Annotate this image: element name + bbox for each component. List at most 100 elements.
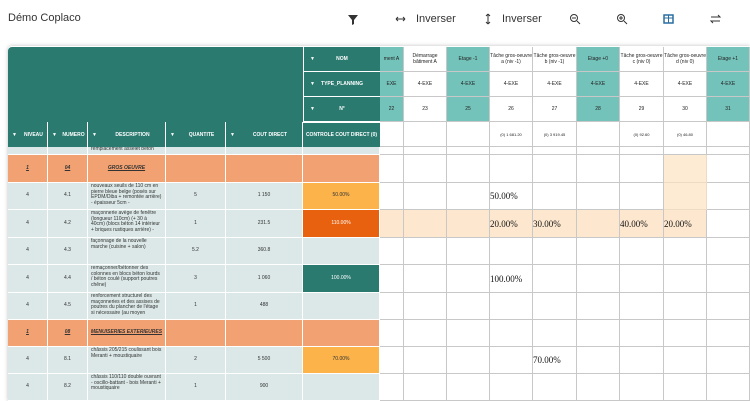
section-cell [166, 155, 226, 183]
item-cell: 8.1 [48, 347, 88, 374]
item-cell: remplacement asselet béton [88, 147, 166, 155]
section-cell [226, 320, 303, 347]
plan-cell [533, 238, 577, 265]
column-header: ▼ NUMERO [48, 122, 88, 147]
item-cell: 360.8 [226, 238, 303, 265]
item-cell: 4.3 [48, 238, 88, 265]
plan-type: 4-EXE [533, 72, 577, 97]
plan-cell [664, 347, 707, 374]
toolbar-button[interactable]: Inverser [502, 13, 542, 25]
zoom-in[interactable] [619, 16, 628, 25]
swap-h-icon[interactable] [395, 16, 406, 22]
plan-cell: 20.00% [664, 210, 707, 238]
plan-cell [380, 374, 404, 401]
column-label: NUMERO [62, 131, 85, 138]
plan-total [447, 122, 490, 147]
filter-icon[interactable] [348, 15, 358, 25]
plan-cell: 40.00% [620, 210, 664, 238]
swap-icon[interactable] [709, 14, 722, 24]
plan-cell: 30.00% [533, 210, 577, 238]
plan-name: Démarrage bâtiment A [404, 47, 447, 72]
item-cell: 4.4 [48, 265, 88, 293]
column-header: CONTROLE COUT DIRECT (0) [303, 122, 380, 147]
plan-number: 23 [404, 97, 447, 122]
plan-cell [707, 210, 750, 238]
item-cell: 900 [226, 374, 303, 401]
plan-cell [577, 210, 620, 238]
row-header-label: TYPE_PLANNING [321, 81, 363, 87]
plan-cell [707, 238, 750, 265]
item-cell: 1 [166, 210, 226, 238]
plan-cell [707, 293, 750, 320]
plan-cell [707, 320, 750, 347]
plan-type: 4-EXE [490, 72, 533, 97]
item-cell: châssis 110/110 double ouvrant - oscillo… [88, 374, 166, 401]
plan-total: (0) 1 681.20 [490, 122, 533, 147]
plan-cell [404, 155, 447, 183]
plan-type: 4-EXE [620, 72, 664, 97]
plan-name: Tâche gros-oeuvre d (niv 0) [664, 47, 707, 72]
plan-cell [533, 183, 577, 210]
item-cell [303, 238, 380, 265]
plan-cell [380, 155, 404, 183]
item-cell: 4.5 [48, 293, 88, 320]
section-cell [226, 155, 303, 183]
plan-type: 4-EXE [447, 72, 490, 97]
plan-name: Etage +1 [707, 47, 750, 72]
plan-cell [707, 183, 750, 210]
plan-cell [664, 183, 707, 210]
item-cell: 5 [166, 183, 226, 210]
plan-cell [620, 320, 664, 347]
plan-type: EXE [380, 72, 404, 97]
row-header: ▼ N° [303, 97, 380, 122]
plan-cell [620, 347, 664, 374]
plan-cell [577, 374, 620, 401]
plan-cell [707, 374, 750, 401]
item-cell: châssis 205/215 coulissant bois Meranti … [88, 347, 166, 374]
plan-total: (0) 46.80 [664, 122, 707, 147]
plan-cell [447, 183, 490, 210]
plan-cell [447, 347, 490, 374]
toolbar-button[interactable]: Inverser [416, 13, 456, 25]
section-cell [303, 155, 380, 183]
item-cell [226, 147, 303, 155]
swap-v-icon[interactable] [485, 13, 491, 25]
plan-total [707, 122, 750, 147]
row-header-label: NOM [336, 56, 348, 62]
plan-cell [620, 265, 664, 293]
item-cell: 4 [8, 238, 48, 265]
plan-cell [490, 347, 533, 374]
section-cell: MENUISERIES EXTERIEURES [88, 320, 166, 347]
plan-cell [490, 238, 533, 265]
column-label: NIVEAU [24, 131, 43, 138]
plan-cell [577, 155, 620, 183]
plan-type: 4-EXE [404, 72, 447, 97]
plan-total: (0) 3 919.45 [533, 122, 577, 147]
item-cell: 4 [8, 293, 48, 320]
item-cell: 1 [166, 293, 226, 320]
plan-cell [577, 320, 620, 347]
plan-number: 29 [620, 97, 664, 122]
plan-name: Etage -1 [447, 47, 490, 72]
plan-cell [533, 155, 577, 183]
section-cell: 1 [8, 320, 48, 347]
zoom-out[interactable] [572, 17, 581, 25]
item-cell [8, 147, 48, 155]
item-cell: 4 [8, 265, 48, 293]
column-label: QUANTITE [188, 131, 215, 138]
plan-cell [664, 320, 707, 347]
plan-cell [620, 155, 664, 183]
plan-number: 31 [707, 97, 750, 122]
row-header: ▼ NOM [303, 47, 380, 72]
plan-cell [620, 374, 664, 401]
plan-cell [447, 210, 490, 238]
plan-cell [404, 210, 447, 238]
plan-cell [447, 265, 490, 293]
plan-cell [380, 265, 404, 293]
item-cell: 110.00% [303, 210, 380, 238]
item-cell: 8.2 [48, 374, 88, 401]
item-cell [303, 293, 380, 320]
section-cell: 1 [8, 155, 48, 183]
row-header-label: N° [339, 106, 345, 112]
